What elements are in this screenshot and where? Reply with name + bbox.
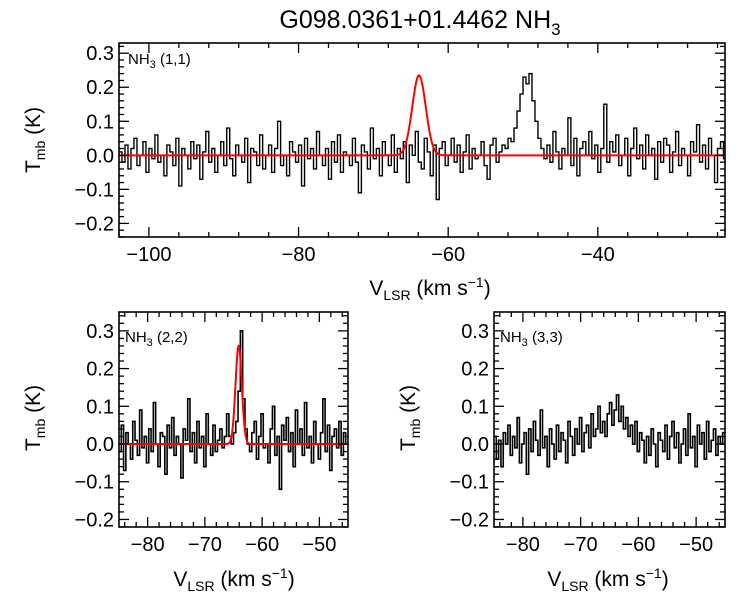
x-tick-label: −80 [506,534,540,556]
spectrum-line-1-1 [119,72,725,201]
panel-2-2-x-axis-title: VLSR (km s−1) [173,565,294,594]
y-tick-label: 0.2 [86,359,114,381]
y-tick-label: 0.1 [86,396,114,418]
x-tick-label: −50 [679,534,713,556]
panel-3-3-frame [493,311,726,528]
y-tick-label: −0.2 [450,509,489,531]
panel-nh3-1-1: −100 −80 −60 −40 −0.2 −0.1 0.0 0.1 0.2 0.3 NH3 (1… [22,42,726,303]
y-tick-label: 0.3 [86,43,114,65]
y-tick-label: 0.1 [461,396,489,418]
panel-2-2-frame [118,311,349,528]
figure-title: G098.0361+01.4462 NH3 [279,6,560,39]
y-tick-label: 0.3 [461,321,489,343]
spectrum-line-3-3 [494,394,725,475]
panel-3-3-ticks: −80 −70 −60 −50 −0.2 −0.1 0.0 0.1 0.2 0.3 [450,312,725,556]
y-tick-label: −0.1 [75,179,114,201]
gaussian-fit-line-2-2 [119,344,348,446]
x-tick-label: −70 [188,534,222,556]
panel-1-1-y-axis-title: Tmb (K) [22,107,48,173]
x-tick-label: −80 [282,244,316,266]
y-tick-label: −0.1 [75,472,114,494]
panel-2-2-spectrum-area [119,330,348,491]
panel-2-2-label: NH3 (2,2) [125,329,188,349]
panel-3-3-label: NH3 (3,3) [500,329,563,349]
x-tick-label: −70 [564,534,598,556]
x-tick-label: −100 [126,244,171,266]
panel-1-1-frame [118,42,726,238]
panel-1-1-label: NH3 (1,1) [128,51,191,71]
y-tick-label: 0.0 [461,434,489,456]
y-tick-label: −0.2 [75,509,114,531]
x-tick-label: −60 [431,244,465,266]
panel-3-3-y-axis-title: Tmb (K) [397,385,423,451]
panel-nh3-3-3: −80 −70 −60 −50 −0.2 −0.1 0.0 0.1 0.2 0.3 NH3 (3,… [397,311,726,594]
gaussian-fit-line-1-1 [119,74,725,157]
panel-1-1-ticks: −100 −80 −60 −40 −0.2 −0.1 0.0 0.1 0.2 0.3 [75,43,725,266]
y-tick-label: 0.2 [86,77,114,99]
panel-3-3-spectrum-area [494,394,725,475]
y-tick-label: 0.0 [86,145,114,167]
panel-nh3-2-2: −80 −70 −60 −50 −0.2 −0.1 0.0 0.1 0.2 0.3 NH3 (2,… [22,311,349,594]
x-tick-label: −60 [621,534,655,556]
x-tick-label: −80 [131,534,165,556]
y-tick-label: 0.3 [86,321,114,343]
spectrum-line-2-2 [119,330,348,491]
panel-1-1-spectrum-area [119,72,725,201]
x-tick-label: −50 [302,534,336,556]
panel-2-2-ticks: −80 −70 −60 −50 −0.2 −0.1 0.0 0.1 0.2 0.3 [75,312,348,556]
x-tick-label: −60 [245,534,279,556]
y-tick-label: −0.2 [75,213,114,235]
panel-2-2-y-axis-title: Tmb (K) [22,385,48,451]
x-tick-label: −40 [581,244,615,266]
y-tick-label: 0.2 [461,359,489,381]
y-tick-label: 0.0 [86,434,114,456]
panel-3-3-x-axis-title: VLSR (km s−1) [547,565,668,594]
y-tick-label: −0.1 [450,472,489,494]
y-tick-label: 0.1 [86,111,114,133]
panel-1-1-x-axis-title: VLSR (km s−1) [369,274,490,303]
